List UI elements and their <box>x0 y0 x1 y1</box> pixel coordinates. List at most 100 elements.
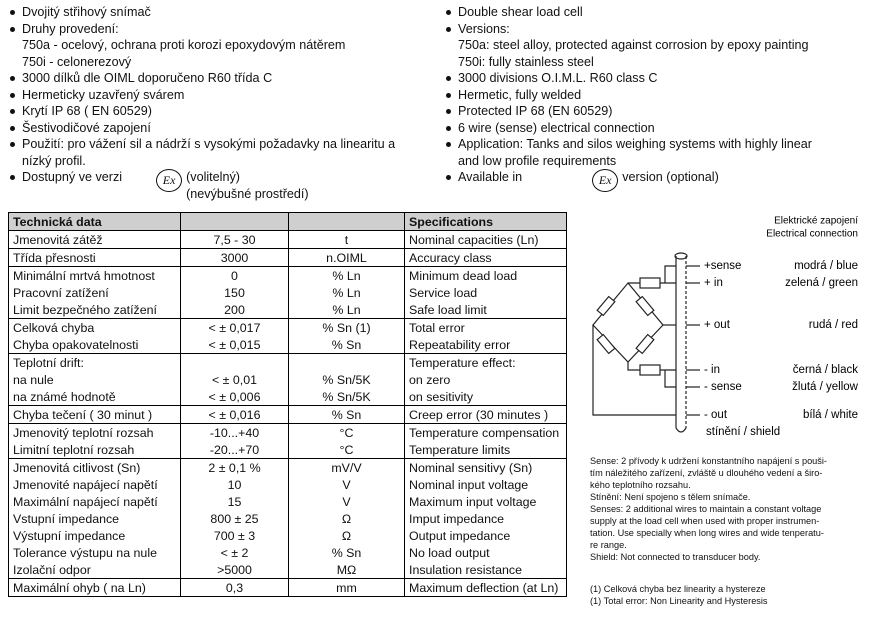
table-cell: Insulation resistance <box>404 561 567 579</box>
wire-name: - sense <box>704 381 742 393</box>
diagram-title: Electrical connection <box>766 229 858 240</box>
table-cell: Output impedance <box>404 527 567 544</box>
feature-item: Hermeticky uzavřený svárem <box>8 87 438 104</box>
bullet <box>446 109 451 114</box>
table-row: Teplotní drift: Temperature effect: <box>8 353 567 371</box>
table-row: Limitní teplotní rozsah -20...+70 °C Temper… <box>8 441 567 459</box>
notes: Sense: 2 přívody k udržení konstantního … <box>590 455 890 607</box>
note-line: tím náležitého zařízení, zvláště u dlouh… <box>590 468 823 478</box>
table-cell: < ± 0,016 <box>180 405 289 424</box>
resistor <box>635 333 655 355</box>
bullet <box>10 10 15 15</box>
table-cell: on zero <box>404 371 567 388</box>
table-cell: 0,3 <box>180 578 289 597</box>
table-row: Vstupní impedance 800 ± 25 Ω Imput impedanc… <box>8 510 567 527</box>
header-cell <box>180 212 289 231</box>
feature-item: 3000 dílků dle OIML doporučeno R60 třída… <box>8 70 438 87</box>
table-cell: Vstupní impedance <box>8 510 181 527</box>
wire-color: bílá / white <box>803 409 858 421</box>
ex-symbol: Ex <box>156 169 183 192</box>
feature-line: version (optional) <box>622 170 719 184</box>
feature-line: Druhy provedení: <box>22 21 119 36</box>
table-cell: Chyba opakovatelnosti <box>8 336 181 354</box>
ex-row: Available in Ex version (optional) <box>458 169 884 192</box>
bullet <box>10 92 15 98</box>
feature-line: Použití: pro vážení sil a nádrží s vysok… <box>22 137 396 151</box>
table-cell: 7,5 - 30 <box>180 230 289 249</box>
table-row: Minimální mrtvá hmotnost 0% Ln Minimum dea… <box>8 266 567 284</box>
table-row: Pracovní zatížení 150% Ln Service load <box>8 284 567 301</box>
feature-item: Available in Ex version (optional) <box>444 169 884 192</box>
table-cell: Chyba tečení ( 30 minut ) <box>8 405 181 424</box>
table-cell: < ± 0,01 <box>180 371 289 388</box>
feature-line: Protected IP 68 (EN 60529) <box>458 104 613 118</box>
note-line: re range. <box>590 540 627 550</box>
feature-line: Dvojitý střihový snímač <box>22 5 151 19</box>
table-cell: No load output <box>404 544 567 561</box>
wire-color: černá / black <box>793 364 858 376</box>
resistor <box>639 277 661 289</box>
table-cell: Creep error (30 minutes ) <box>404 405 567 424</box>
table-cell: % Sn <box>288 336 405 354</box>
header-cell: Specifications <box>404 212 567 231</box>
feature-line: Application: Tanks and silos weighing sy… <box>458 137 812 151</box>
feature-line: 3000 divisions O.I.M.L. R60 class C <box>458 71 658 85</box>
bullet <box>10 109 15 114</box>
table-row: Chyba opakovatelnosti < ± 0,015% Sn Repeat… <box>8 336 567 354</box>
feature-item: Krytí IP 68 ( EN 60529) <box>8 103 438 120</box>
table-cell: < ± 2 <box>180 544 289 561</box>
feature-item: Šestivodičové zapojení <box>8 120 438 137</box>
table-cell: -10...+40 <box>180 423 289 441</box>
table-cell: Pracovní zatížení <box>8 284 181 301</box>
table-cell: Maximální ohyb ( na Ln) <box>8 578 181 597</box>
table-cell: 700 ± 3 <box>180 527 289 544</box>
table-row: Chyba tečení ( 30 minut ) < ± 0,016% Sn Cr… <box>8 405 567 424</box>
feature-line: 750a - ocelový, ochrana proti korozi epo… <box>22 38 346 52</box>
header-cell: Technická data <box>8 212 181 231</box>
wire-color: rudá / red <box>809 319 858 331</box>
table-cell: Temperature limits <box>404 441 567 459</box>
table-cell: Repeatability error <box>404 336 567 354</box>
feature-line: Double shear load cell <box>458 5 583 19</box>
resistor <box>596 333 616 355</box>
cable-end <box>674 252 688 260</box>
wire-name: - out <box>704 409 728 421</box>
table-cell: 3000 <box>180 248 289 267</box>
table-cell: n.OIML <box>288 248 405 267</box>
note-line: Stínění: Není spojeno s tělem snímače. <box>590 492 751 502</box>
footnote: (1) Total error: Non Linearity and Hyste… <box>590 596 768 606</box>
table-header: Technická data Specifications <box>8 212 567 231</box>
bullet <box>446 175 451 180</box>
footnote: (1) Celková chyba bez linearity a hyster… <box>590 584 766 594</box>
table-cell: mm <box>288 578 405 597</box>
table-cell: Maximální napájecí napětí <box>8 493 181 510</box>
bullet <box>446 10 451 15</box>
table-cell: Jmenovitý teplotní rozsah <box>8 423 181 441</box>
table-cell: 10 <box>180 476 289 493</box>
table-row: Třída přesnosti 3000 n.OIML Accuracy class <box>8 248 567 267</box>
bullet <box>446 92 451 98</box>
feature-line: Versions: <box>458 21 510 36</box>
table-cell: Nominal sensitivy (Sn) <box>404 458 567 476</box>
feature-item: Protected IP 68 (EN 60529) <box>444 103 884 120</box>
table-row: Jmenovitá citlivost (Sn) 2 ± 0,1 % mV/V Nom… <box>8 458 567 476</box>
table-cell: 2 ± 0,1 % <box>180 458 289 476</box>
resistor <box>596 295 616 317</box>
table-cell: mV/V <box>288 458 405 476</box>
bridge-diamond <box>592 282 664 363</box>
feature-item: Versions: 750a: steel alloy, protected ag… <box>444 21 884 71</box>
table-cell: Maximum deflection (at Ln) <box>404 578 567 597</box>
table-cell: Tolerance výstupu na nule <box>8 544 181 561</box>
table-cell: Limitní teplotní rozsah <box>8 441 181 459</box>
table-cell: Safe load limit <box>404 301 567 319</box>
table-cell: >5000 <box>180 561 289 579</box>
wire-color: žlutá / yellow <box>792 381 859 393</box>
spacer <box>590 563 890 583</box>
table-cell: Limit bezpečného zatížení <box>8 301 181 319</box>
wire-name: + out <box>704 319 731 331</box>
table-cell: < ± 0,006 <box>180 388 289 406</box>
feature-note: (volitelný) <box>186 170 240 184</box>
table-row: Maximální napájecí napětí 15 V Maximum inpu… <box>8 493 567 510</box>
feature-line: 750a: steel alloy, protected against cor… <box>458 38 809 52</box>
wire-name: + in <box>704 277 723 289</box>
